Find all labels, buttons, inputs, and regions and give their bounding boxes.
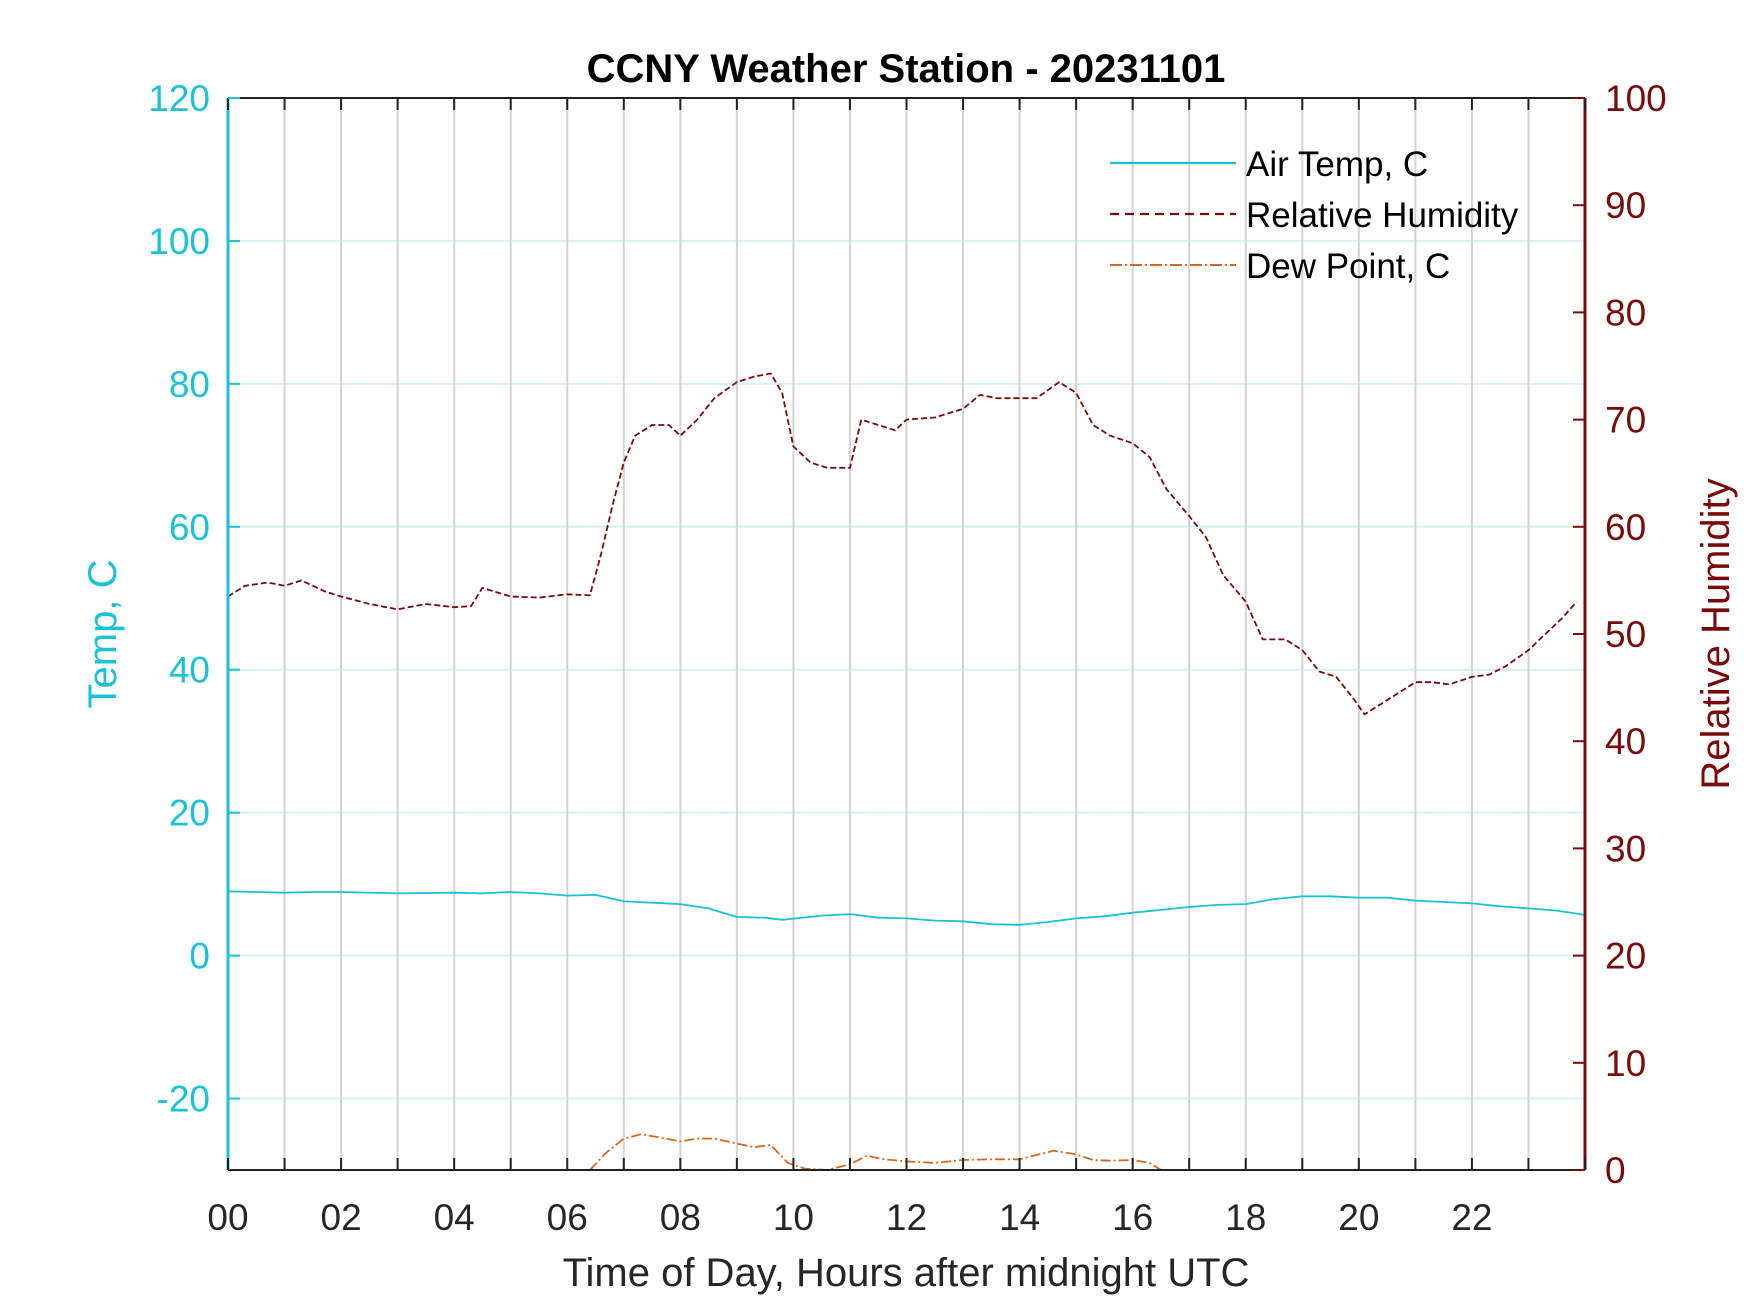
x-tick-label: 08 xyxy=(660,1197,701,1238)
left-y-tick-label: -20 xyxy=(157,1079,210,1120)
x-tick-label: 18 xyxy=(1225,1197,1266,1238)
x-tick-label: 20 xyxy=(1338,1197,1379,1238)
left-y-tick-label: 0 xyxy=(189,936,210,977)
right-y-tick-label: 90 xyxy=(1605,185,1646,226)
chart-title: CCNY Weather Station - 20231101 xyxy=(587,47,1226,91)
x-tick-label: 02 xyxy=(321,1197,362,1238)
x-tick-label: 16 xyxy=(1112,1197,1153,1238)
series-relative-humidity xyxy=(227,372,1578,716)
right-y-tick-label: 100 xyxy=(1605,78,1667,119)
left-y-tick-label: 80 xyxy=(169,364,210,405)
x-tick-label: 00 xyxy=(207,1197,248,1238)
left-y-tick-label: 40 xyxy=(169,650,210,691)
right-y-tick-label: 0 xyxy=(1605,1150,1626,1191)
x-tick-label: 06 xyxy=(547,1197,588,1238)
series-air-temp xyxy=(227,890,1586,926)
right-y-tick-label: 20 xyxy=(1605,936,1646,977)
x-tick-label: 10 xyxy=(773,1197,814,1238)
right-y-tick-label: 60 xyxy=(1605,507,1646,548)
right-y-tick-label: 50 xyxy=(1605,614,1646,655)
right-y-axis-label: Relative Humidity xyxy=(1694,478,1738,789)
x-axis-label: Time of Day, Hours after midnight UTC xyxy=(563,1251,1250,1295)
left-y-axis-label: Temp, C xyxy=(81,560,125,709)
right-y-tick-label: 10 xyxy=(1605,1043,1646,1084)
legend-label-dew-point: Dew Point, C xyxy=(1246,247,1450,286)
x-tick-label: 14 xyxy=(999,1197,1040,1238)
x-tick-label: 22 xyxy=(1451,1197,1492,1238)
left-y-tick-label: 100 xyxy=(148,221,210,262)
legend-label-relative-humidity: Relative Humidity xyxy=(1246,196,1519,235)
left-y-tick-label: 20 xyxy=(169,793,210,834)
right-y-tick-label: 40 xyxy=(1605,721,1646,762)
right-y-tick-label: 80 xyxy=(1605,292,1646,333)
left-y-tick-label: 120 xyxy=(148,78,210,119)
grid xyxy=(228,98,1585,1170)
legend-label-air-temp: Air Temp, C xyxy=(1246,145,1428,184)
legend: Air Temp, C Relative Humidity Dew Point,… xyxy=(1110,145,1519,286)
x-tick-label: 12 xyxy=(886,1197,927,1238)
series-dew-point xyxy=(589,1133,1162,1171)
right-y-tick-label: 30 xyxy=(1605,828,1646,869)
x-tick-label: 04 xyxy=(434,1197,475,1238)
right-y-tick-label: 70 xyxy=(1605,400,1646,441)
plot-series xyxy=(227,372,1586,1171)
axis-ticks: 00 02 04 06 08 10 12 14 16 18 20 22-200204060801001… xyxy=(148,78,1666,1238)
left-y-tick-label: 60 xyxy=(169,507,210,548)
